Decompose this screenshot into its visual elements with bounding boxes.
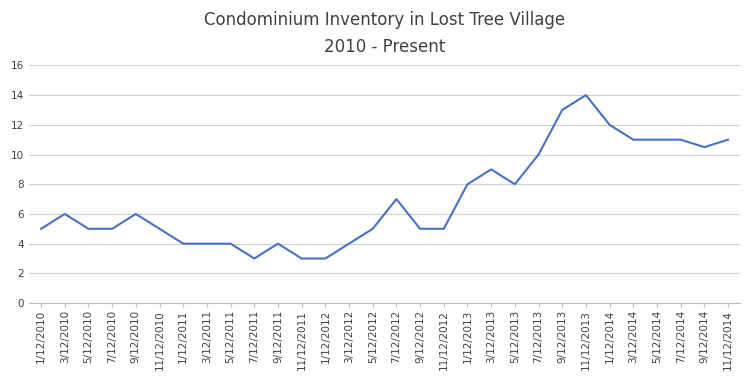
- Title: Condominium Inventory in Lost Tree Village
2010 - Present: Condominium Inventory in Lost Tree Villa…: [204, 11, 565, 56]
